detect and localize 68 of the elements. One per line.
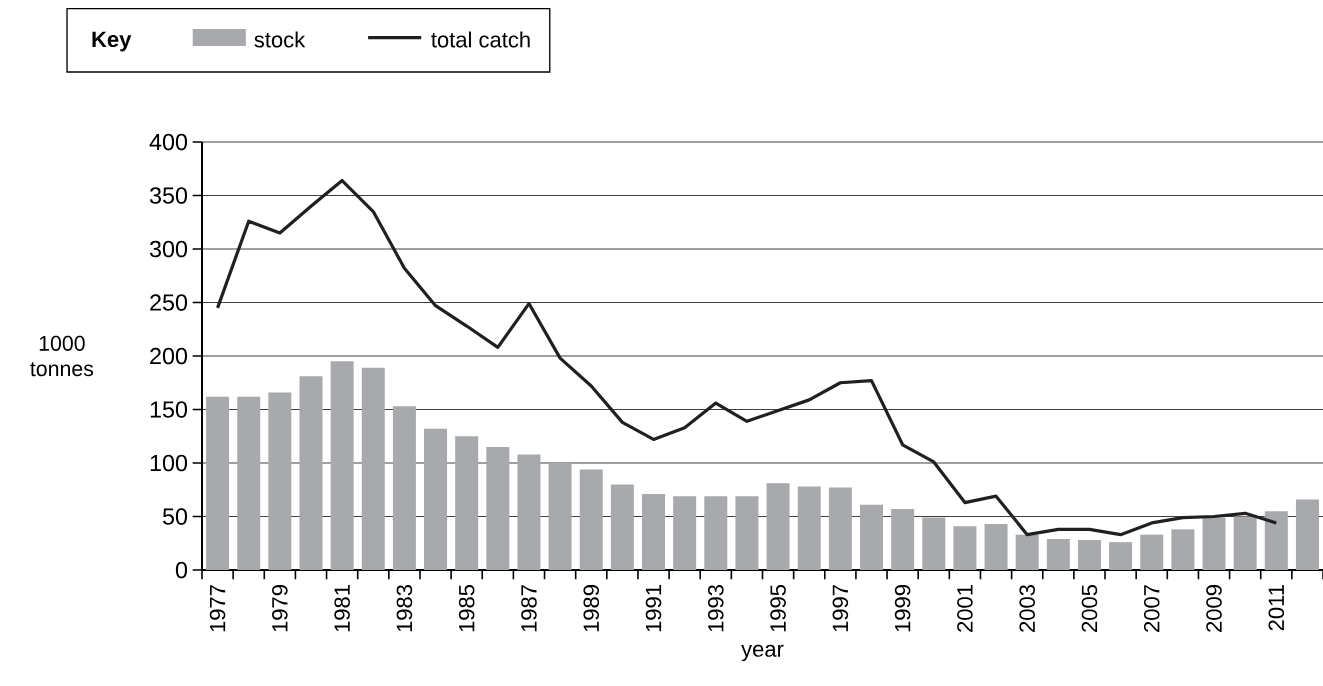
y-tick-label: 350: [149, 187, 188, 204]
bar: [455, 436, 479, 570]
y-tick-label: 150: [150, 401, 188, 418]
bar: [1233, 516, 1257, 570]
bar: [1171, 529, 1195, 570]
x-tick-label: 1985: [458, 584, 475, 632]
bar: [330, 361, 354, 570]
y-tick-label: 250: [150, 294, 188, 311]
bar: [486, 446, 510, 570]
bar: [361, 367, 385, 570]
x-tick-label: 2003: [1019, 585, 1035, 632]
x-tick-label: 2011: [1268, 585, 1285, 631]
bar: [299, 376, 323, 570]
x-tick-label: 1979: [272, 585, 288, 632]
bar: [1202, 517, 1226, 570]
bar: [1015, 534, 1039, 570]
bar: [268, 392, 292, 570]
legend-label: stock: [254, 31, 306, 48]
bar: [922, 517, 946, 570]
bar: [1109, 542, 1133, 570]
bar: [735, 496, 759, 570]
bar: [237, 396, 261, 570]
y-tick-label: 50: [162, 508, 188, 525]
bar: [206, 396, 230, 570]
bar: [579, 469, 603, 570]
bar: [1264, 511, 1288, 570]
bar: [1140, 534, 1164, 570]
x-tick-label: 2007: [1143, 585, 1160, 632]
y-axis-title: 1000 tonnes: [30, 335, 94, 377]
legend-title: Key: [92, 31, 132, 52]
x-tick-label: 1991: [645, 585, 662, 632]
x-tick-label: 2005: [1081, 584, 1098, 632]
bar: [891, 509, 915, 570]
bar: [797, 486, 821, 570]
x-tick-label: 1993: [708, 585, 724, 632]
bar: [984, 523, 1008, 570]
y-tick-label: 0: [175, 561, 188, 579]
x-tick-label: 1981: [334, 585, 350, 632]
x-tick-label: 2001: [957, 585, 973, 632]
x-tick-label: 1997: [832, 585, 849, 632]
bar: [517, 454, 541, 570]
x-axis-title: year: [741, 644, 784, 662]
x-tick-label: 1999: [894, 585, 911, 632]
bar: [953, 526, 977, 570]
x-tick-label: 1995: [770, 584, 786, 632]
bar: [828, 487, 852, 570]
bar: [610, 484, 634, 570]
x-tick-label: 2009: [1206, 585, 1222, 632]
x-tick-label: 1977: [209, 585, 226, 632]
legend-label: total catch: [431, 31, 530, 48]
bar: [704, 496, 728, 570]
bar: [392, 406, 416, 570]
x-tick-label: 1987: [521, 585, 537, 632]
bar: [673, 496, 697, 570]
bar: [424, 428, 448, 570]
bar: [766, 483, 790, 570]
bar: [642, 494, 666, 570]
y-tick-label: 400: [149, 133, 188, 151]
y-tick-label: 100: [150, 454, 188, 472]
bar: [1046, 538, 1070, 570]
bar: [1077, 540, 1101, 570]
bar: [859, 504, 883, 570]
y-tick-label: 200: [150, 347, 188, 365]
y-tick-label: 300: [149, 240, 188, 258]
x-tick-label: 1983: [396, 585, 413, 632]
bar: [548, 463, 572, 570]
bar: [1295, 499, 1319, 570]
x-tick-label: 1989: [583, 585, 600, 632]
